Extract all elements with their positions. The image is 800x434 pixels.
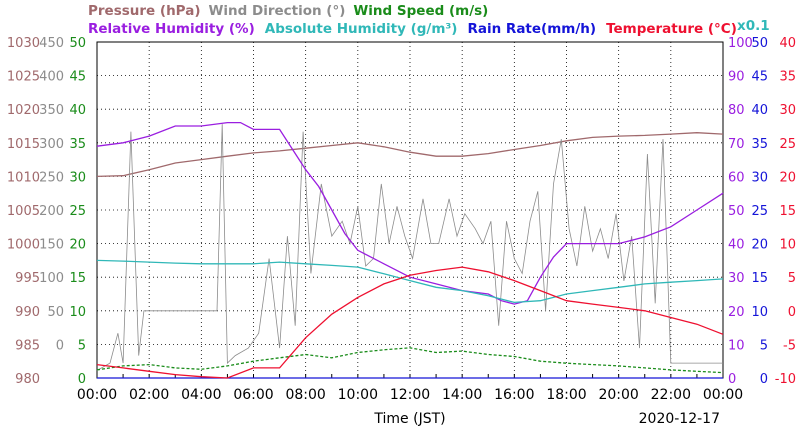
temperature-axis-tick-label: -5 [783, 338, 796, 353]
pressure-axis-tick-label: 1015 [7, 137, 40, 152]
rain-axis-tick-label: 40 [751, 103, 768, 118]
legend-entry: Rain Rate(mm/h) [467, 21, 596, 37]
rain-axis-tick-label: 25 [751, 204, 768, 219]
temperature-axis-tick-label: 5 [788, 271, 796, 286]
x-tick-label: 18:00 [546, 387, 586, 403]
humidity-axis-tick-label: 100 [728, 36, 753, 51]
pressure-axis-tick-label: 1020 [7, 103, 40, 118]
wind-speed-axis-tick-label: 25 [69, 204, 86, 219]
legend-entry: Absolute Humidity (g/m³) [265, 21, 458, 37]
temperature-axis-tick-label: 25 [779, 137, 796, 152]
wind-direction-axis-tick-label: 50 [47, 305, 64, 320]
pressure-axis-tick-label: 1000 [7, 238, 40, 253]
temperature-axis-tick-label: -10 [775, 372, 796, 387]
humidity-axis-tick-label: 50 [728, 204, 745, 219]
series-line [96, 124, 723, 371]
rain-axis-tick-label: 45 [751, 70, 768, 85]
wind-speed-axis-tick-label: 45 [69, 70, 86, 85]
pressure-axis-tick-label: 980 [15, 372, 40, 387]
wind-direction-axis-tick-label: 450 [39, 36, 64, 51]
wind-direction-axis-tick-label: 300 [39, 137, 64, 152]
legend-entry: Wind Direction (°) [209, 3, 346, 19]
temperature-axis-tick-label: 35 [779, 70, 796, 85]
series-line [96, 121, 724, 305]
wind-direction-axis-tick-label: 150 [39, 238, 64, 253]
temperature-axis-tick-label: 10 [779, 238, 796, 253]
x-tick-label: 20:00 [598, 387, 638, 403]
wind-speed-axis-tick-label: 40 [69, 103, 86, 118]
pressure-axis-tick-label: 995 [15, 271, 40, 286]
wind-speed-axis-tick-label: 10 [69, 305, 86, 320]
legend-entry: Pressure (hPa) [88, 3, 201, 19]
x-tick-label: 06:00 [233, 387, 273, 403]
pressure-axis-tick-label: 1010 [7, 170, 40, 185]
wind-direction-axis-tick-label: 400 [39, 70, 64, 85]
temperature-axis-tick-label: 15 [779, 204, 796, 219]
humidity-axis-tick-label: 40 [728, 238, 745, 253]
wind-speed-axis-tick-label: 50 [69, 36, 86, 51]
legend-entry: Relative Humidity (%) [88, 21, 255, 37]
series-line [96, 347, 724, 374]
chart-date: 2020-12-17 [639, 411, 720, 427]
x-tick-label: 04:00 [181, 387, 221, 403]
pressure-axis-tick-label: 1025 [7, 70, 40, 85]
pressure-axis-tick-label: 1005 [7, 204, 40, 219]
legend-entry: Wind Speed (m/s) [353, 3, 488, 19]
legend-entry: Temperature (°C) [606, 21, 737, 37]
temperature-axis-tick-label: 20 [779, 170, 796, 185]
humidity-axis-tick-label: 60 [728, 170, 745, 185]
wind-speed-axis-tick-label: 5 [78, 338, 86, 353]
wind-speed-axis-tick-label: 30 [69, 170, 86, 185]
rain-axis-tick-label: 0 [760, 372, 768, 387]
temperature-axis-tick-label: 0 [788, 305, 796, 320]
wind-direction-axis-tick-label: 0 [56, 338, 64, 353]
pressure-axis-tick-label: 985 [15, 338, 40, 353]
x-tick-label: 10:00 [338, 387, 378, 403]
humidity-axis-tick-label: 80 [728, 103, 745, 118]
pressure-axis-tick-label: 990 [15, 305, 40, 320]
rain-axis-tick-label: 10 [751, 305, 768, 320]
temperature-axis-tick-label: 40 [779, 36, 796, 51]
rain-axis-tick-label: 50 [751, 36, 768, 51]
x-tick-label: 16:00 [494, 387, 534, 403]
humidity-axis-tick-label: 20 [728, 305, 745, 320]
series-line [96, 266, 724, 379]
humidity-axis-tick-label: 70 [728, 137, 745, 152]
x-axis-title: Time (JST) [373, 411, 445, 427]
wind-speed-axis-tick-label: 15 [69, 271, 86, 286]
temperature-axis-tick-label: 30 [779, 103, 796, 118]
wind-speed-axis-tick-label: 0 [78, 372, 86, 387]
x-tick-label: 00:00 [77, 387, 117, 403]
x-tick-label: 00:00 [703, 387, 743, 403]
wind-direction-axis-tick-label: 200 [39, 204, 64, 219]
humidity-axis-tick-label: 30 [728, 271, 745, 286]
humidity-axis-tick-label: 0 [728, 372, 736, 387]
wind-speed-axis-tick-label: 20 [69, 238, 86, 253]
rain-axis-tick-label: 20 [751, 238, 768, 253]
series-line [96, 132, 724, 178]
x-tick-label: 08:00 [285, 387, 325, 403]
rain-axis-tick-label: 5 [760, 338, 768, 353]
x-tick-label: 14:00 [442, 387, 482, 403]
humidity-axis-tick-label: 90 [728, 70, 745, 85]
x-tick-label: 22:00 [651, 387, 691, 403]
x-tick-label: 12:00 [390, 387, 430, 403]
wind-speed-axis-tick-label: 35 [69, 137, 86, 152]
rain-axis-tick-label: 30 [751, 170, 768, 185]
wind-direction-axis-tick-label: 350 [39, 103, 64, 118]
series-line [96, 259, 724, 304]
wind-direction-axis-tick-label: 100 [39, 271, 64, 286]
humidity-axis-tick-label: 10 [728, 338, 745, 353]
rain-axis-tick-label: 35 [751, 137, 768, 152]
x-tick-label: 02:00 [129, 387, 169, 403]
pressure-axis-tick-label: 1030 [7, 36, 40, 51]
wind-direction-axis-tick-label: 250 [39, 170, 64, 185]
rain-axis-tick-label: 15 [751, 271, 768, 286]
abs-humidity-scale-note: x0.1 [737, 18, 770, 34]
